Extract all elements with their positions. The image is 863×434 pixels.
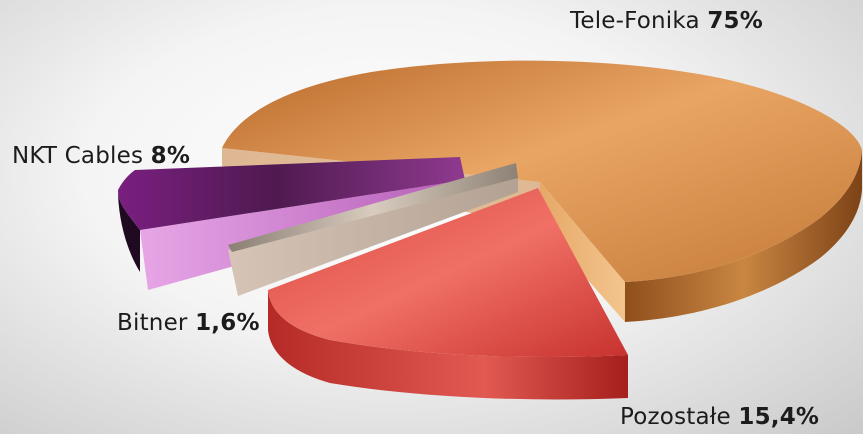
label-name: NKT Cables <box>12 143 144 169</box>
slice-side <box>625 150 862 322</box>
slice-top <box>228 163 518 252</box>
label-name: Tele-Fonika <box>570 8 700 34</box>
label-bitner: Bitner 1,6% <box>117 310 260 336</box>
label-name: Bitner <box>117 310 188 336</box>
label-pozostale: Pozostałe 15,4% <box>620 404 819 430</box>
pie-slice-bitner <box>228 163 518 296</box>
label-name: Pozostałe <box>620 404 731 430</box>
slice-side <box>228 178 518 296</box>
slice-top <box>268 188 628 358</box>
slice-side-dark <box>118 190 140 272</box>
slice-top <box>222 60 862 282</box>
pie-slice-pozostale <box>268 188 628 400</box>
label-value: 75% <box>707 8 763 34</box>
slice-side <box>268 290 628 400</box>
slice-top <box>118 157 465 230</box>
label-value: 1,6% <box>195 310 260 336</box>
label-nkt-cables: NKT Cables 8% <box>12 143 190 169</box>
slice-cut-face <box>540 182 625 322</box>
label-value: 15,4% <box>738 404 820 430</box>
label-tele-fonika: Tele-Fonika 75% <box>570 8 763 34</box>
label-value: 8% <box>150 143 191 169</box>
